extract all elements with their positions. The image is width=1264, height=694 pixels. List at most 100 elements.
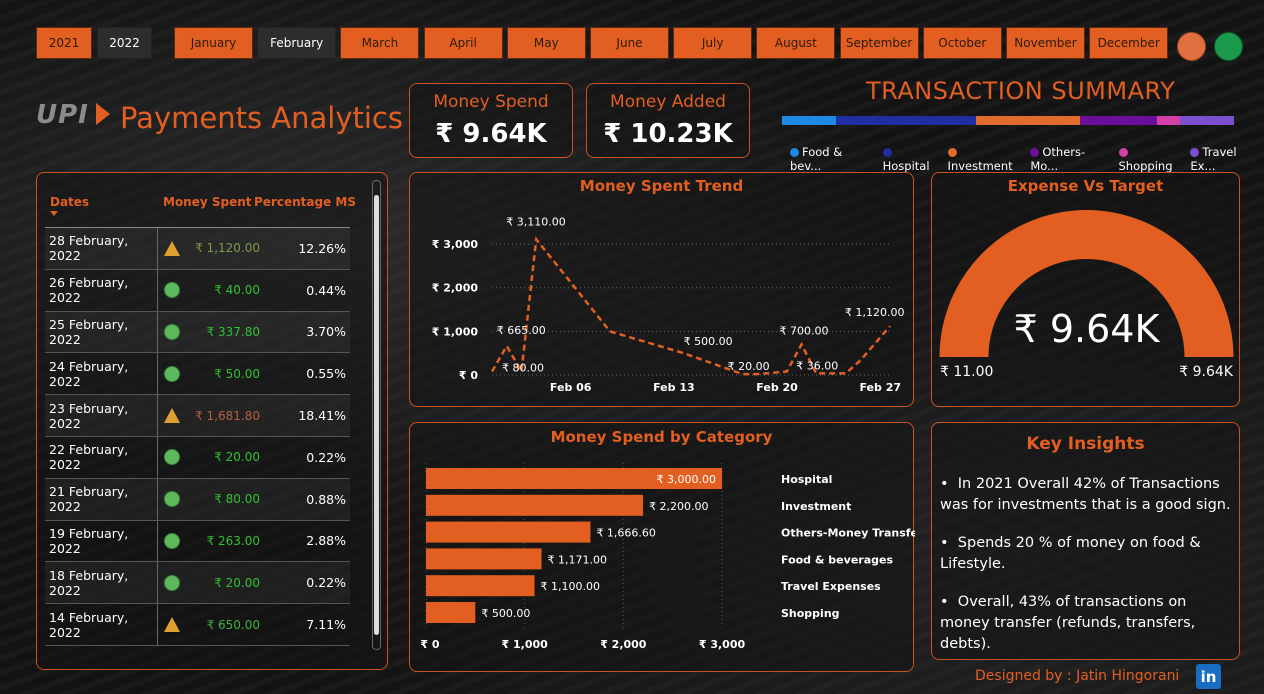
- category-chart: ₹ 0 ₹ 1,000 ₹ 2,000 ₹ 3,000 ₹ 3,000.00 Hospit…: [420, 463, 915, 651]
- theme-circle-green[interactable]: [1214, 32, 1243, 61]
- legend-dot-icon: [882, 148, 892, 157]
- sort-down-icon[interactable]: [50, 211, 58, 216]
- row-date: 26 February, 2022: [45, 269, 158, 311]
- row-date: 14 February, 2022: [45, 604, 158, 645]
- month-button-october[interactable]: October: [922, 27, 1002, 59]
- category-bar-label: ₹ 2,200.00: [649, 500, 708, 513]
- status-circle-icon: [164, 449, 180, 466]
- month-button-february[interactable]: February: [257, 27, 337, 59]
- status-circle-icon: [164, 574, 180, 591]
- trend-xtick: Feb 27: [859, 381, 901, 394]
- legend-item[interactable]: Others-Mo...: [1030, 145, 1111, 173]
- month-button-march[interactable]: March: [340, 27, 420, 59]
- legend-label: Investment: [947, 159, 1013, 173]
- row-date: 19 February, 2022: [45, 520, 158, 562]
- table-row[interactable]: 26 February, 2022 ₹ 40.00 0.44%: [45, 269, 350, 312]
- category-bar-label: ₹ 3,000.00: [657, 473, 716, 486]
- category-name: Food & beverages: [781, 553, 893, 566]
- year-button-2022[interactable]: 2022: [97, 27, 152, 59]
- row-date: 28 February, 2022: [45, 228, 158, 269]
- trend-ytick: ₹ 0: [459, 369, 478, 382]
- trend-xtick: Feb 13: [653, 381, 695, 394]
- table-row[interactable]: 21 February, 2022 ₹ 80.00 0.88%: [45, 478, 350, 521]
- summary-segment-3[interactable]: [1080, 116, 1158, 125]
- row-date: 25 February, 2022: [45, 311, 158, 353]
- upi-arrow-icon: [96, 103, 110, 125]
- summary-segment-1[interactable]: [836, 116, 977, 125]
- trend-chart: ₹ 0 ₹ 1,000 ₹ 2,000 ₹ 3,000 ₹ 80.00 ₹ 665.00 ₹…: [432, 215, 905, 394]
- category-bar[interactable]: [426, 575, 535, 597]
- category-bar[interactable]: [426, 521, 591, 543]
- category-name: Travel Expenses: [781, 580, 881, 593]
- header-percentage[interactable]: Percentage MS: [254, 195, 356, 209]
- scrollbar-thumb[interactable]: [374, 195, 379, 635]
- status-circle-icon: [164, 532, 180, 549]
- table-row-partial: [45, 646, 350, 666]
- month-button-august[interactable]: August: [756, 27, 836, 59]
- category-bar[interactable]: [426, 494, 644, 516]
- money-added-value: ₹ 10.23K: [603, 119, 733, 149]
- category-xtick: ₹ 3,000: [699, 638, 746, 651]
- legend-item[interactable]: Travel Ex...: [1190, 145, 1264, 173]
- legend-label: Others-Mo...: [1030, 145, 1086, 173]
- month-button-september[interactable]: September: [839, 27, 919, 59]
- money-spend-label: Money Spend: [433, 92, 549, 112]
- row-amount: ₹ 80.00: [214, 492, 260, 507]
- legend-label: Hospital: [882, 159, 930, 173]
- table-row[interactable]: 24 February, 2022 ₹ 50.00 0.55%: [45, 353, 350, 396]
- year-button-2021[interactable]: 2021: [36, 27, 92, 59]
- category-bar[interactable]: [426, 468, 722, 489]
- legend-item[interactable]: Hospital: [882, 145, 941, 173]
- key-insights-card: Key Insights: [931, 422, 1240, 660]
- gauge-value: ₹ 9.64K: [1013, 307, 1160, 351]
- page-title: Payments Analytics: [120, 101, 403, 135]
- row-date: 22 February, 2022: [45, 436, 158, 478]
- summary-segment-2[interactable]: [976, 116, 1081, 125]
- summary-segment-0[interactable]: [782, 116, 837, 125]
- linkedin-icon[interactable]: in: [1196, 664, 1221, 689]
- table-scrollbar[interactable]: [372, 180, 381, 650]
- trend-ytick: ₹ 2,000: [432, 282, 479, 295]
- summary-segment-5[interactable]: [1179, 116, 1234, 125]
- table-row[interactable]: 28 February, 2022 ₹ 1,120.00 12.26%: [45, 228, 350, 270]
- header-dates[interactable]: Dates: [50, 195, 90, 209]
- warning-triangle-icon: [164, 408, 180, 424]
- trend-line[interactable]: [490, 236, 891, 376]
- table-row[interactable]: 14 February, 2022 ₹ 650.00 7.11%: [45, 604, 350, 646]
- legend-item[interactable]: Investment: [947, 145, 1024, 173]
- warning-triangle-icon: [164, 617, 180, 633]
- table-row[interactable]: 23 February, 2022 ₹ 1,681.80 18.41%: [45, 395, 350, 437]
- table-row[interactable]: 25 February, 2022 ₹ 337.80 3.70%: [45, 311, 350, 354]
- month-button-november[interactable]: November: [1006, 27, 1085, 59]
- category-name: Hospital: [781, 473, 832, 486]
- theme-circle-orange[interactable]: [1177, 32, 1206, 61]
- summary-segment-4[interactable]: [1157, 116, 1180, 125]
- row-percentage: 2.88%: [306, 533, 346, 549]
- category-xtick: ₹ 2,000: [600, 638, 647, 651]
- month-button-july[interactable]: July: [673, 27, 753, 59]
- trend-ytick: ₹ 3,000: [432, 238, 479, 251]
- category-bar[interactable]: [426, 602, 476, 623]
- month-button-april[interactable]: April: [423, 27, 503, 59]
- warning-triangle-icon: [164, 240, 180, 256]
- table-row[interactable]: 19 February, 2022 ₹ 263.00 2.88%: [45, 520, 350, 563]
- row-percentage: 12.26%: [298, 240, 346, 256]
- table-row[interactable]: 22 February, 2022 ₹ 20.00 0.22%: [45, 436, 350, 479]
- table-row[interactable]: 18 February, 2022 ₹ 20.00 0.22%: [45, 562, 350, 605]
- month-button-may[interactable]: May: [506, 27, 586, 59]
- header-divider: [45, 227, 350, 228]
- insights-title: Key Insights: [1026, 434, 1145, 454]
- month-button-june[interactable]: June: [590, 27, 669, 59]
- transaction-summary-legend: Food & bev... Hospital Investment Others-Mo…: [790, 145, 1264, 173]
- category-bar[interactable]: [426, 548, 542, 570]
- money-spend-by-category-card: Money Spend by Category ₹ 0 ₹ 1,000 ₹ 2,00…: [409, 422, 915, 672]
- header-money-spent[interactable]: Money Spent: [163, 195, 252, 209]
- month-button-january[interactable]: January: [174, 27, 253, 59]
- legend-item[interactable]: Food & bev...: [790, 145, 876, 173]
- money-added-card: Money Added ₹ 10.23K: [586, 83, 750, 158]
- month-button-december[interactable]: December: [1089, 27, 1169, 59]
- row-amount: ₹ 1,120.00: [195, 241, 260, 256]
- row-date: 24 February, 2022: [45, 353, 158, 395]
- row-amount: ₹ 20.00: [214, 450, 260, 465]
- legend-item[interactable]: Shopping: [1118, 145, 1184, 173]
